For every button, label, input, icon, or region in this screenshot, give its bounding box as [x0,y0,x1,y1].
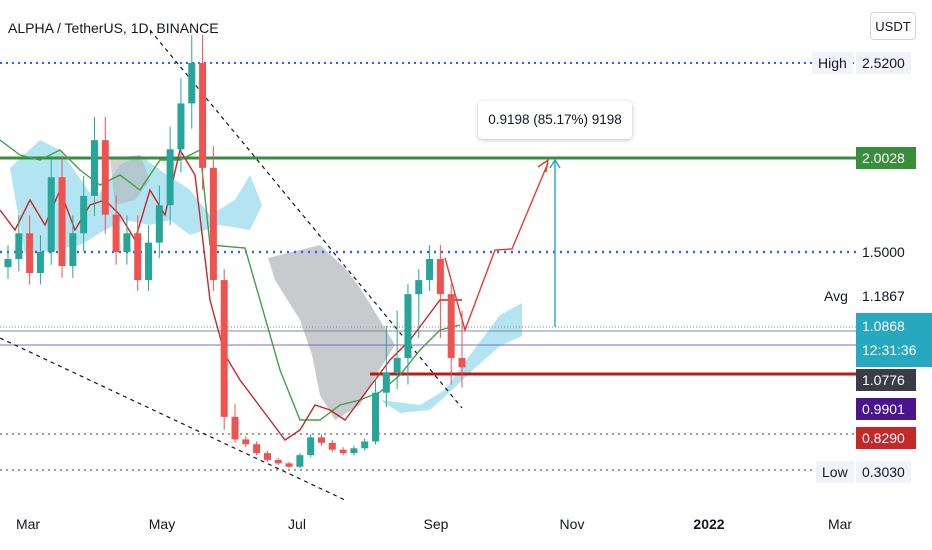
candle-body [220,280,228,417]
conversion-line [0,148,462,441]
candle-body [458,357,466,368]
candle-body [15,233,23,260]
projection-path [444,162,549,333]
candle-body [112,214,120,252]
candle-body [328,442,336,450]
candle-body [436,259,444,295]
candle-body [242,439,250,445]
candlesticks [4,35,466,469]
candle-body [188,63,196,104]
candle-body [69,233,77,267]
high-label: High [812,52,853,74]
candle-body [274,459,282,464]
current-price-tag: 1.0868 12:31:36 [856,313,932,367]
candle-body [47,177,55,252]
candle-body [393,357,401,373]
low-label: Low [816,461,854,483]
candle-body [382,372,390,393]
candle-body [404,294,412,358]
candle-body [426,259,434,281]
x-tick-jul: Jul [288,516,306,532]
candle-body [415,280,423,295]
support-price-tag: 1.0776 [856,369,916,391]
low-value: 0.3030 [856,461,911,483]
x-tick-nov: Nov [559,516,585,532]
ichimoku-cloud [10,140,522,420]
candle-body [199,63,207,168]
projection-arrowhead [537,158,549,173]
candle-body [58,177,66,267]
purple-price-tag: 0.9901 [856,398,916,420]
candle-body [339,449,347,454]
avg-value: 1.1867 [856,285,911,307]
avg-label: Avg [818,285,854,307]
candle-body [317,437,325,443]
candle-body [253,444,261,454]
candle-body [350,448,358,454]
candle-body [123,233,131,252]
resistance-price-value: 1.5000 [856,241,911,263]
candle-body [263,453,271,460]
x-tick-mar: Mar [15,516,41,532]
target-price-tag: 2.0028 [856,147,916,169]
candle-body [101,140,109,215]
candle-body [285,463,293,467]
x-tick-may: May [148,516,176,532]
trendlines [0,29,463,501]
lower-trendline [0,337,346,501]
red-price-tag: 0.8290 [856,427,916,449]
candle-body [90,140,98,196]
candle-body [36,252,44,274]
chart-title: ALPHA / TetherUS, 1D, BINANCE [8,20,219,36]
x-tick-mar-2022: Mar [827,516,853,532]
candle-body [447,294,455,358]
candle-body [361,441,369,449]
bar-countdown: 12:31:36 [862,342,917,358]
x-tick-2022: 2022 [693,516,725,532]
candle-body [296,455,304,467]
cloud-bearish [268,245,395,420]
candle-body [155,205,163,243]
candle-body [209,167,217,281]
candle-body [145,242,153,281]
candle-body [177,103,185,150]
candle-body [231,416,239,440]
candle-body [26,233,34,274]
candle-body [166,149,174,206]
candle-body [307,437,315,456]
cloud-projected [380,303,522,413]
current-price-value: 1.0868 [862,318,905,334]
candle-body [4,259,12,268]
projection-arrow [444,158,561,333]
measurement-label: 0.9198 (85.17%) 9198 [478,101,632,139]
currency-button[interactable]: USDT [870,12,916,40]
candle-body [372,392,380,442]
measure-arrowhead [549,158,561,169]
x-tick-sep: Sep [423,516,449,532]
cloud-bearish-small [110,155,150,205]
candle-body [80,195,88,234]
candle-body [134,233,142,281]
high-value: 2.5200 [856,52,911,74]
